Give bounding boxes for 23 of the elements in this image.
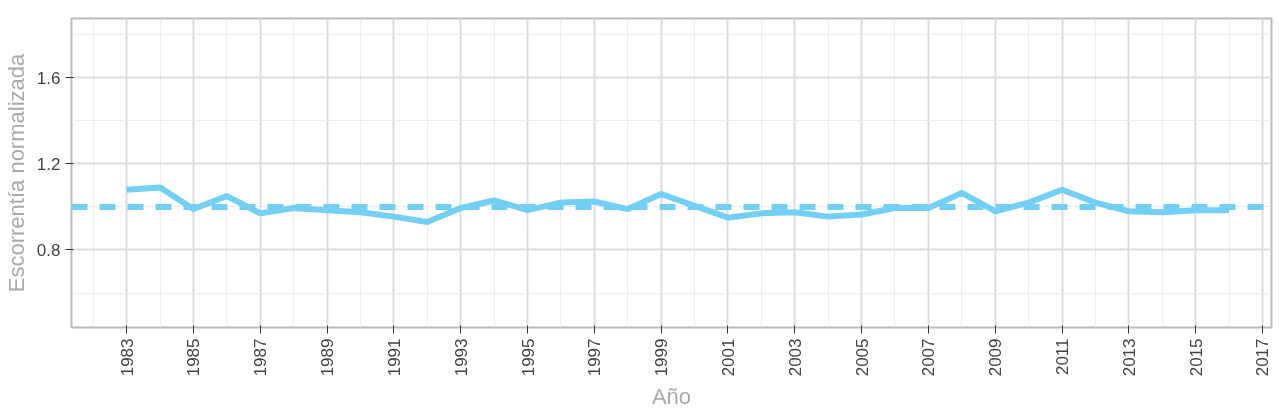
x-tick-label: 2017: [1253, 338, 1273, 377]
x-tick-label: 2001: [718, 338, 738, 377]
x-tick-label: 1989: [318, 338, 338, 377]
y-tick-label: 1.2: [36, 154, 61, 174]
x-tick-label: 1993: [451, 338, 471, 377]
x-tick-label: 1983: [117, 338, 137, 377]
y-tick-label: 0.8: [36, 240, 61, 260]
x-tick-label: 2007: [919, 338, 939, 377]
x-tick-label: 2015: [1186, 338, 1206, 377]
x-tick-label: 1999: [652, 338, 672, 377]
x-tick-label: 1985: [184, 338, 204, 377]
x-tick-label: 2011: [1053, 338, 1073, 376]
x-axis-title: Año: [651, 384, 692, 410]
x-tick-label: 2013: [1119, 338, 1139, 377]
x-tick-label: 2009: [986, 338, 1006, 377]
y-tick-label: 1.6: [36, 68, 61, 88]
x-tick-label: 1997: [585, 338, 605, 377]
x-tick-label: 1995: [518, 338, 538, 377]
x-tick-label: 2003: [785, 338, 805, 377]
y-axis-title: Escorrentía normalizada: [3, 53, 29, 293]
x-tick-label: 1987: [251, 338, 271, 377]
x-tick-label: 1991: [384, 338, 404, 377]
x-tick-label: 2005: [852, 338, 872, 377]
